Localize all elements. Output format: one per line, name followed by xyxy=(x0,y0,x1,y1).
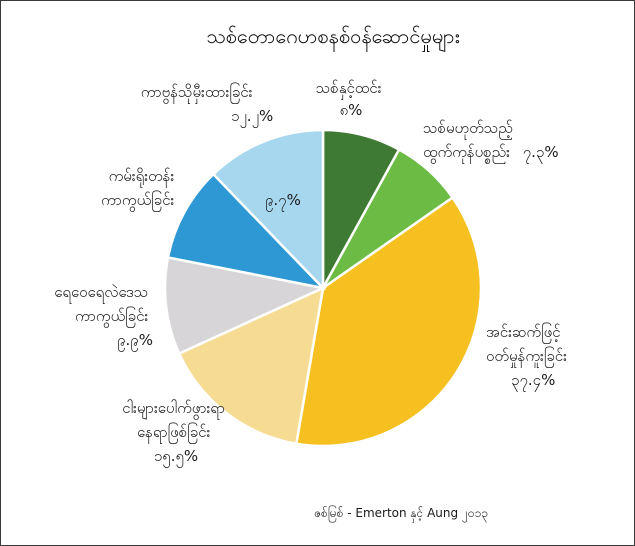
slice-name-2b: ဝတ်မှုန်ကူးခြင်း xyxy=(486,346,567,368)
slice-value-0: ၈% xyxy=(340,101,363,119)
chart-title: သစ်တောဂေဟစနစ်ဝန်ဆောင်မှုများ xyxy=(206,24,459,52)
pie-slice-6 xyxy=(211,128,325,292)
slice-name-4b: ကာကွယ်ခြင်း xyxy=(75,306,148,328)
slice-label-2: အင်းဆက်ဖြင့် ဝတ်မှုန်ကူးခြင်း ၃၇.၄% xyxy=(486,322,572,392)
slice-label-1: သစ်မဟုတ်သည့် ထွက်ကုန်ပစ္စည်း ၇.၃% xyxy=(423,119,559,164)
pie-slice-3 xyxy=(177,285,325,446)
slice-name-5a: ကမ်းရိုးတန်း xyxy=(109,167,175,188)
slice-value-4: ၉.၉% xyxy=(117,331,153,352)
slice-value-2: ၃၇.၄% xyxy=(511,371,555,392)
slice-name-4a: ရေဝေရေလဲဒေသ xyxy=(54,283,148,304)
slice-label-4: ရေဝေရေလဲဒေသ ကာကွယ်ခြင်း ၉.၉% xyxy=(54,283,153,352)
slice-value-3: ၁၅.၅% xyxy=(154,447,198,468)
slice-name-1b: ထွက်ကုန်ပစ္စည်း xyxy=(423,143,510,164)
slice-value-1: ၇.၃% xyxy=(523,143,559,164)
slice-label-6: ကာဗွန်သိုမှီးထားခြင်း ၁၂.၂% xyxy=(141,82,273,128)
slice-name-3a: ငါးများပေါက်ဖွားရာ xyxy=(122,399,225,420)
slice-name-0: သစ်နှင့်ထင်း xyxy=(316,79,382,100)
pie-slices xyxy=(163,128,483,448)
slice-name-2a: အင်းဆက်ဖြင့် xyxy=(486,322,561,344)
slice-name-1a: သစ်မဟုတ်သည့် xyxy=(423,119,513,140)
slice-value-5: ၉.၇% xyxy=(265,191,301,212)
slice-label-5: ကမ်းရိုးတန်း ကာကွယ်ခြင်း ၉.၇% xyxy=(101,167,301,212)
source-note: ဇစ်မြစ် - Emerton နှင့် Aung ၂၀၁၃ xyxy=(314,504,488,523)
slice-label-3: ငါးများပေါက်ဖွားရာ နေရာဖြစ်ခြင်း ၁၅.၅% xyxy=(122,399,230,468)
slice-name-3b: နေရာဖြစ်ခြင်း xyxy=(137,422,210,444)
pie-slice-5 xyxy=(166,172,327,290)
pie-slice-2 xyxy=(294,195,483,448)
slice-label-0: သစ်နှင့်ထင်း ၈% xyxy=(316,79,386,119)
slice-name-5b: ကာကွယ်ခြင်း xyxy=(101,190,174,212)
slice-value-6: ၁၂.၂% xyxy=(231,107,273,128)
slice-name-6: ကာဗွန်သိုမှီးထားခြင်း xyxy=(141,82,253,104)
